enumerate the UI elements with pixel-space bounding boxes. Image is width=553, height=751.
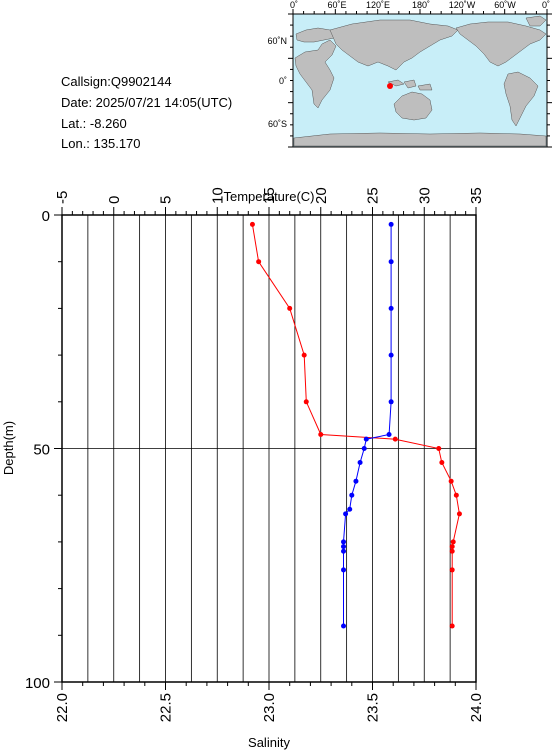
temperature-point xyxy=(436,446,442,451)
temperature-tick-label: 20 xyxy=(313,187,330,204)
temperature-tick-label: 0 xyxy=(106,196,123,204)
temperature-tick-label: 30 xyxy=(416,187,433,204)
salinity-point xyxy=(388,399,394,405)
salinity-axis-title: Salinity xyxy=(248,735,290,750)
map-lat-label: 60˚S xyxy=(268,119,287,129)
salinity-tick-label: 22.0 xyxy=(54,693,71,722)
depth-tick-label: 50 xyxy=(33,442,50,459)
salinity-point xyxy=(388,352,394,358)
map-lon-label: 0˚ xyxy=(290,0,298,10)
salinity-point xyxy=(341,623,347,629)
salinity-point xyxy=(341,544,347,550)
profile-chart: -5 0 5 10 15 20 25 30 35 0 50 100 22.0 22.5 23.0 23.5… xyxy=(1,187,485,750)
temperature-tick-label: 25 xyxy=(365,187,382,204)
depth-tick-label: 100 xyxy=(25,675,50,692)
grid-lines xyxy=(62,215,476,682)
depth-tick-label: 0 xyxy=(42,208,50,225)
temperature-point xyxy=(449,548,455,554)
temperature-tick-label: 5 xyxy=(158,196,175,204)
map-lat-label: 0˚ xyxy=(279,76,287,86)
plot-frame xyxy=(61,214,477,683)
temperature-point xyxy=(439,460,445,466)
temperature-tick-label: 15 xyxy=(261,187,278,204)
temperature-point xyxy=(450,539,456,545)
salinity-point xyxy=(388,221,394,227)
map-lat-label: 60˚N xyxy=(267,36,287,46)
temperature-point xyxy=(301,352,307,358)
depth-tick-labels: 0 50 100 xyxy=(25,208,50,692)
map-lon-label: 0˚ xyxy=(542,0,550,10)
station-info: Callsign:Q9902144 Date: 2025/07/21 14:05… xyxy=(61,74,232,151)
map-tick-marks xyxy=(288,9,552,148)
salinity-point xyxy=(363,436,369,442)
salinity-point xyxy=(388,305,394,311)
temperature-tick-labels: -5 0 5 10 15 20 25 30 35 xyxy=(54,187,485,204)
temperature-point xyxy=(453,492,459,498)
depth-axis-title: Depth(m) xyxy=(1,421,16,475)
temperature-tick-label: -5 xyxy=(54,191,71,204)
salinity-tick-labels: 22.0 22.5 23.0 23.5 24.0 xyxy=(54,693,485,722)
map-latitude-labels: 60˚N 0˚ 60˚S xyxy=(267,36,287,129)
temperature-tick-label: 10 xyxy=(209,187,226,204)
salinity-tick-label: 23.5 xyxy=(365,693,382,722)
map-lon-label: 180˚ xyxy=(412,0,430,10)
salinity-point xyxy=(349,492,355,498)
temperature-point xyxy=(449,567,455,573)
temperature-series xyxy=(249,221,462,629)
temperature-point xyxy=(456,511,462,517)
salinity-point xyxy=(347,506,353,512)
salinity-point xyxy=(386,431,392,437)
salinity-tick-label: 24.0 xyxy=(468,693,485,722)
salinity-point xyxy=(343,511,349,517)
temperature-point xyxy=(392,436,398,442)
callsign-text: Callsign:Q9902144 xyxy=(61,74,172,89)
temperature-point xyxy=(249,221,255,227)
latitude-text: Lat.: -8.260 xyxy=(61,116,127,131)
salinity-point xyxy=(357,460,363,466)
longitude-text: Lon.: 135.170 xyxy=(61,136,141,151)
profile-location-marker xyxy=(387,83,393,89)
map-lon-label: 120˚E xyxy=(366,0,390,10)
world-map: 0˚ 60˚E 120˚E 180˚ 120˚W 60˚W 0˚ 60˚N 0˚… xyxy=(267,0,552,148)
temperature-axis-title: Temperature(C) xyxy=(223,189,314,204)
map-lon-label: 60˚E xyxy=(327,0,346,10)
salinity-point xyxy=(341,548,347,554)
salinity-point xyxy=(353,478,359,484)
temperature-point xyxy=(287,305,293,311)
map-longitude-labels: 0˚ 60˚E 120˚E 180˚ 120˚W 60˚W 0˚ xyxy=(290,0,550,10)
map-land xyxy=(293,15,547,147)
map-lon-label: 60˚W xyxy=(494,0,516,10)
salinity-series xyxy=(341,221,394,629)
salinity-point xyxy=(341,539,347,545)
salinity-tick-label: 22.5 xyxy=(158,693,175,722)
salinity-point xyxy=(361,446,367,451)
temperature-tick-label: 35 xyxy=(468,187,485,204)
temperature-point xyxy=(318,431,324,437)
temperature-point xyxy=(449,623,455,629)
salinity-point xyxy=(388,259,394,265)
salinity-point xyxy=(341,567,347,573)
map-lon-label: 120˚W xyxy=(449,0,476,10)
temperature-point xyxy=(449,544,455,550)
temperature-point xyxy=(303,399,309,405)
temperature-point xyxy=(448,478,454,484)
date-text: Date: 2025/07/21 14:05(UTC) xyxy=(61,95,232,110)
temperature-point xyxy=(256,259,262,265)
salinity-tick-label: 23.0 xyxy=(261,693,278,722)
